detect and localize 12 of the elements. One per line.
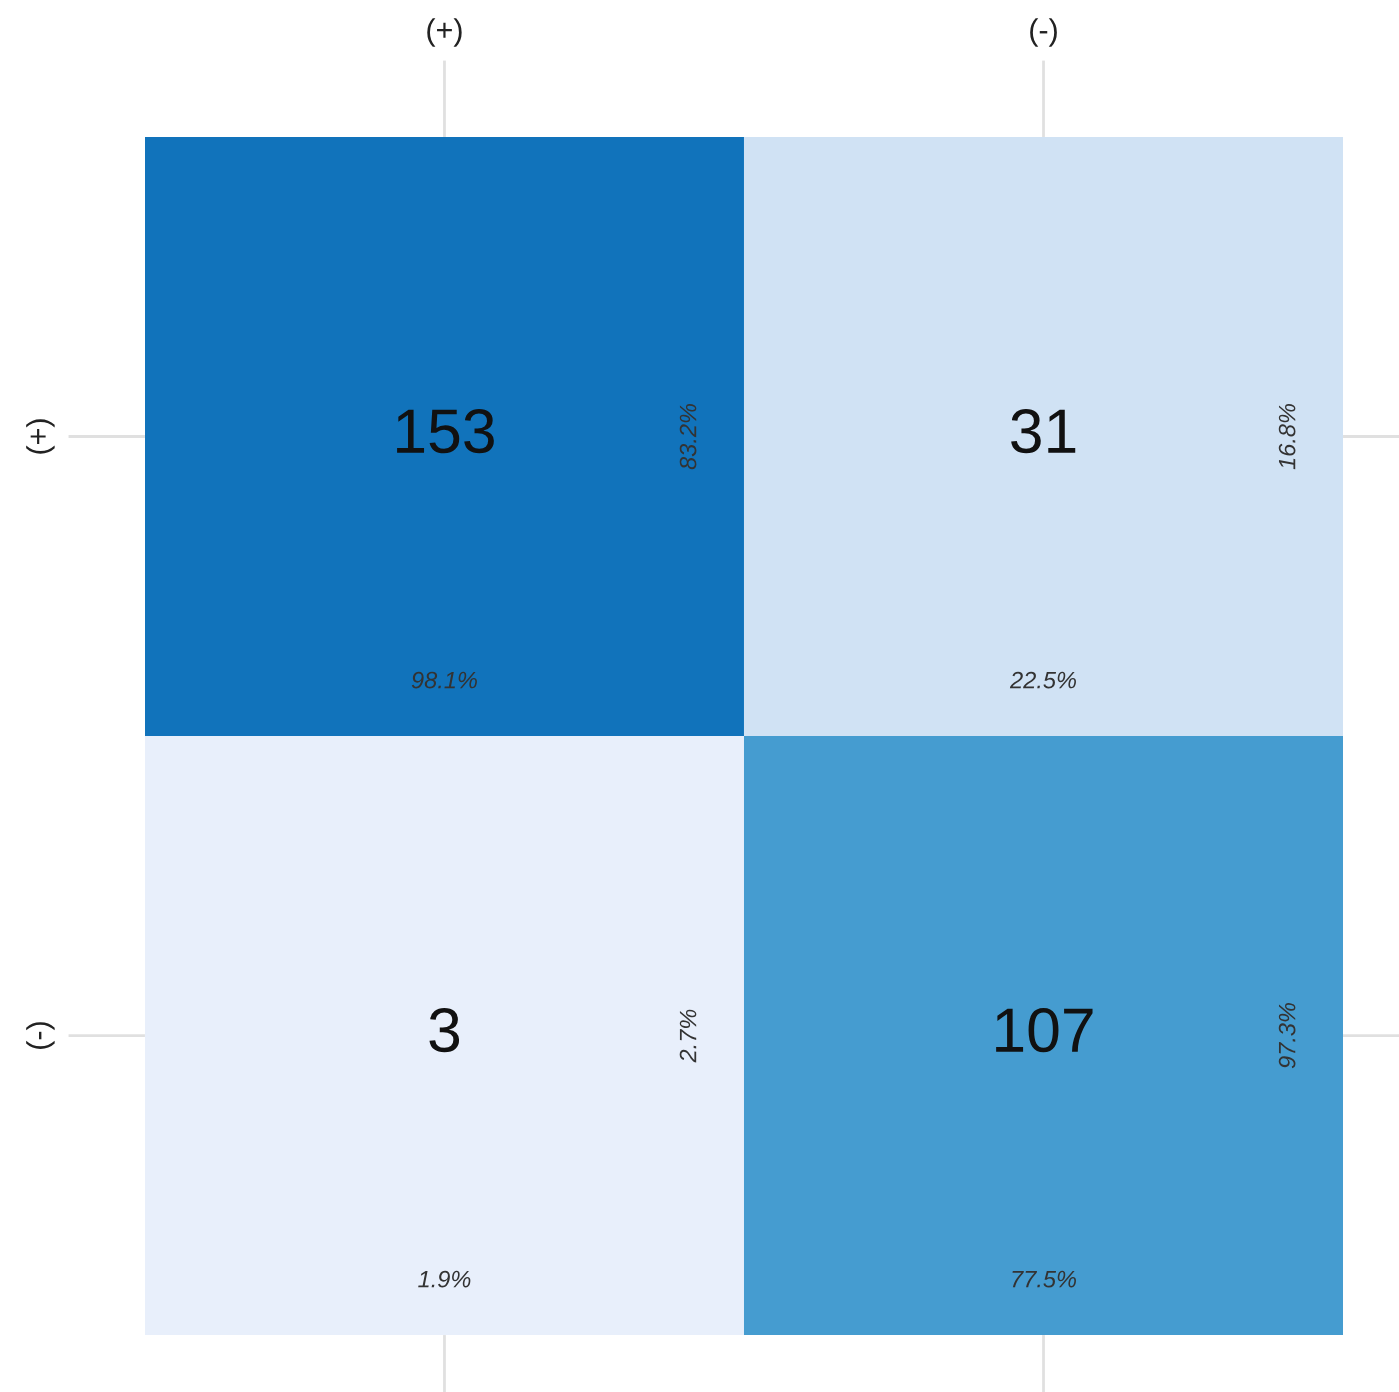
annotation: 98.1% bbox=[411, 671, 477, 689]
annotation: 22.5% bbox=[1009, 671, 1076, 689]
annotation: 83.2% bbox=[679, 404, 697, 470]
annotation: 97.3% bbox=[1278, 1003, 1296, 1069]
annotation: 2.7% bbox=[679, 1009, 697, 1063]
data-label: 3 bbox=[429, 1008, 460, 1053]
data-label: 31 bbox=[1011, 409, 1076, 454]
data-label: 153 bbox=[397, 409, 494, 454]
annotation: 1.9% bbox=[418, 1270, 471, 1288]
data-label: 107 bbox=[996, 1008, 1093, 1053]
annotation: 77.5% bbox=[1012, 1270, 1076, 1288]
annotation: 16.8% bbox=[1278, 404, 1296, 470]
